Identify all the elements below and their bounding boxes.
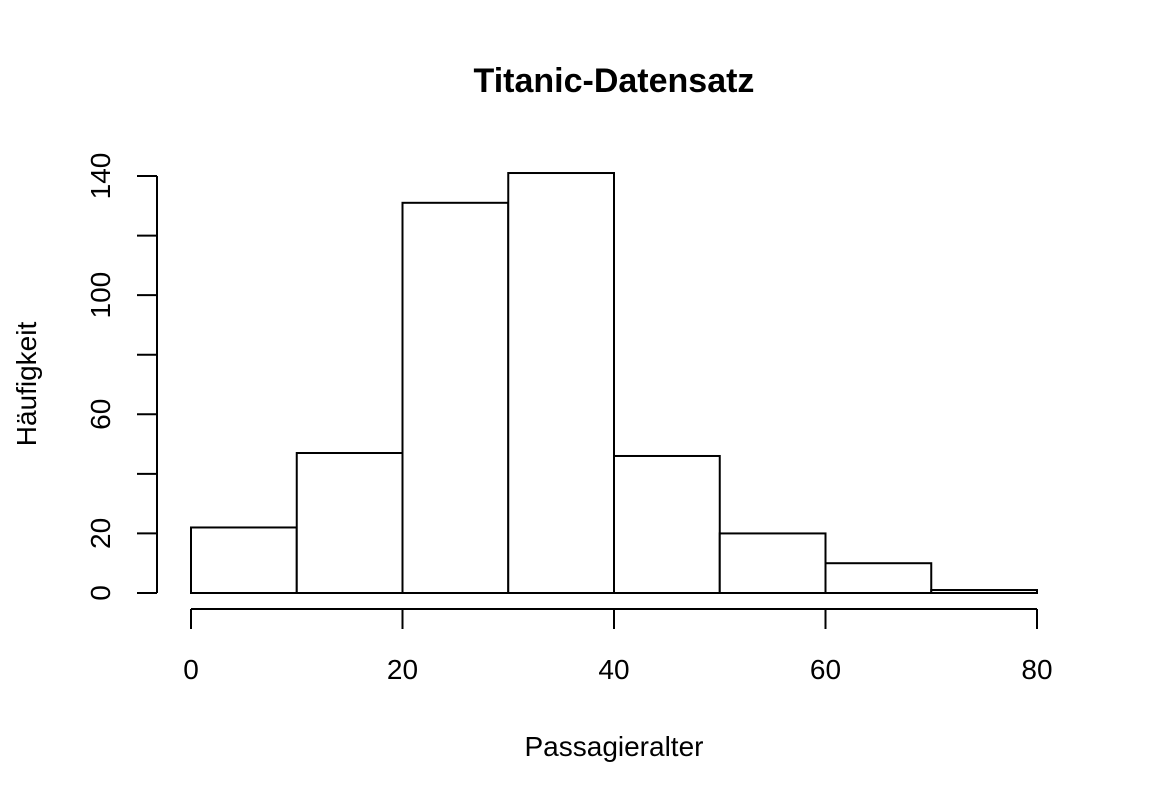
x-tick-label-40: 40 bbox=[598, 654, 629, 685]
x-axis-title: Passagieralter bbox=[525, 731, 704, 762]
histogram-bar-0-10 bbox=[190, 526, 298, 595]
y-tick-label-20: 20 bbox=[85, 518, 116, 549]
histogram-bar-40-50 bbox=[613, 454, 721, 594]
chart-title: Titanic-Datensatz bbox=[474, 62, 755, 100]
x-tick-label-0: 0 bbox=[183, 654, 199, 685]
histogram-bar-30-40 bbox=[507, 172, 615, 594]
y-axis-title: Häufigkeit bbox=[11, 322, 42, 447]
y-tick-label-0: 0 bbox=[85, 585, 116, 601]
y-tick-label-60: 60 bbox=[85, 399, 116, 430]
y-tick-label-100: 100 bbox=[85, 272, 116, 319]
x-tick-label-80: 80 bbox=[1021, 654, 1052, 685]
histogram-bar-10-20 bbox=[295, 452, 404, 594]
x-tick-label-20: 20 bbox=[387, 654, 418, 685]
histogram-bar-70-80 bbox=[930, 589, 1038, 594]
histogram-bar-20-30 bbox=[401, 201, 510, 595]
x-axis: 0 20 40 60 80 bbox=[183, 608, 1053, 685]
y-tick-label-140: 140 bbox=[85, 153, 116, 200]
bars-group bbox=[190, 172, 1038, 595]
x-tick-label-60: 60 bbox=[810, 654, 841, 685]
histogram-bar-50-60 bbox=[718, 532, 827, 595]
histogram-bar-60-70 bbox=[824, 562, 933, 595]
y-axis: 0 20 60 100 140 bbox=[85, 153, 158, 601]
